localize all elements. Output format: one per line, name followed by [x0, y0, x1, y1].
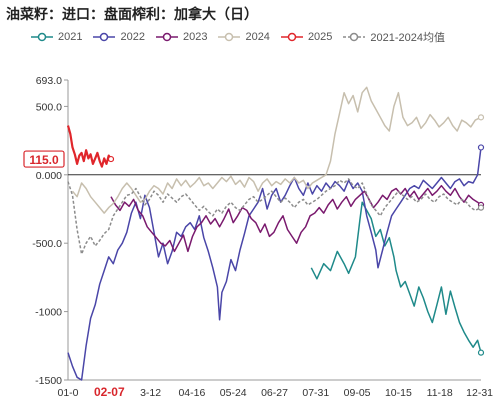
legend-marker-icon [93, 32, 116, 42]
series-end-point-1 [477, 144, 485, 151]
legend-label: 2021-2024均值 [370, 32, 446, 44]
legend-marker-dot [37, 32, 47, 42]
legend-marker-dot [225, 32, 234, 42]
series-line-0 [310, 201, 482, 353]
y-tick-label: -500.0 [32, 238, 62, 250]
x-tick-label: 04-16 [178, 387, 205, 399]
series-line-3 [71, 86, 482, 214]
x-tick-label: 01-0 [57, 387, 78, 399]
legend-marker-dot [350, 32, 359, 42]
legend-label: 2022 [120, 31, 145, 43]
x-tick-label: 3-12 [140, 387, 161, 399]
legend-marker-icon [343, 32, 366, 42]
legend-item-1[interactable]: 2022 [92, 28, 145, 46]
current-value-label: 115.0 [29, 153, 59, 167]
series-end-point-4 [107, 155, 115, 163]
legend-marker-dot [162, 32, 172, 42]
legend-marker-icon [218, 32, 241, 42]
current-value-box [23, 150, 65, 168]
legend-item-4[interactable]: 2025 [280, 28, 332, 46]
series-line-2 [110, 184, 482, 253]
x-tick-label: 07-31 [302, 387, 329, 399]
legend-item-5[interactable]: 2021-2024均值 [342, 28, 445, 46]
x-tick-label: 02-07 [94, 385, 125, 399]
series-line-5 [67, 178, 482, 255]
y-tick-label: -1000 [35, 307, 62, 319]
legend-label: 2023 [182, 31, 208, 43]
series-end-point-3 [477, 114, 485, 121]
legend-marker-icon [31, 32, 53, 42]
x-tick-label: 12-31 [466, 387, 493, 399]
legend-marker-dot [287, 32, 297, 42]
legend-item-0[interactable]: 2021 [30, 28, 82, 46]
legend-marker-icon [280, 32, 303, 42]
x-tick-label: 10-15 [385, 387, 412, 399]
legend-item-2[interactable]: 2023 [155, 28, 207, 46]
x-tick-label: 05-24 [220, 387, 247, 399]
series-end-point-5 [477, 204, 485, 211]
y-tick-label: 693.0 [36, 75, 62, 87]
y-tick-label: 0.000 [36, 170, 62, 182]
legend-label: 2024 [245, 31, 270, 43]
legend-item-3[interactable]: 2024 [217, 28, 270, 46]
x-tick-label: 11-18 [427, 387, 453, 399]
series-line-4 [66, 125, 112, 168]
legend-label: 2021 [58, 31, 83, 43]
y-tick-label: -1500 [35, 375, 62, 387]
chart-legend[interactable]: 2021 2022 2023 2024 2025 2021-2024均值 [30, 28, 495, 46]
legend-label: 2025 [307, 31, 333, 43]
chart-title: 油菜籽：进口：盘面榨利：加拿大（日） [6, 7, 258, 23]
x-tick-label: 09-05 [344, 387, 371, 399]
x-tick-label: 06-27 [261, 387, 288, 399]
legend-marker-icon [155, 32, 178, 42]
y-tick-label: 500.0 [36, 101, 62, 113]
legend-marker-dot [100, 32, 109, 42]
series-end-point-0 [477, 349, 485, 356]
